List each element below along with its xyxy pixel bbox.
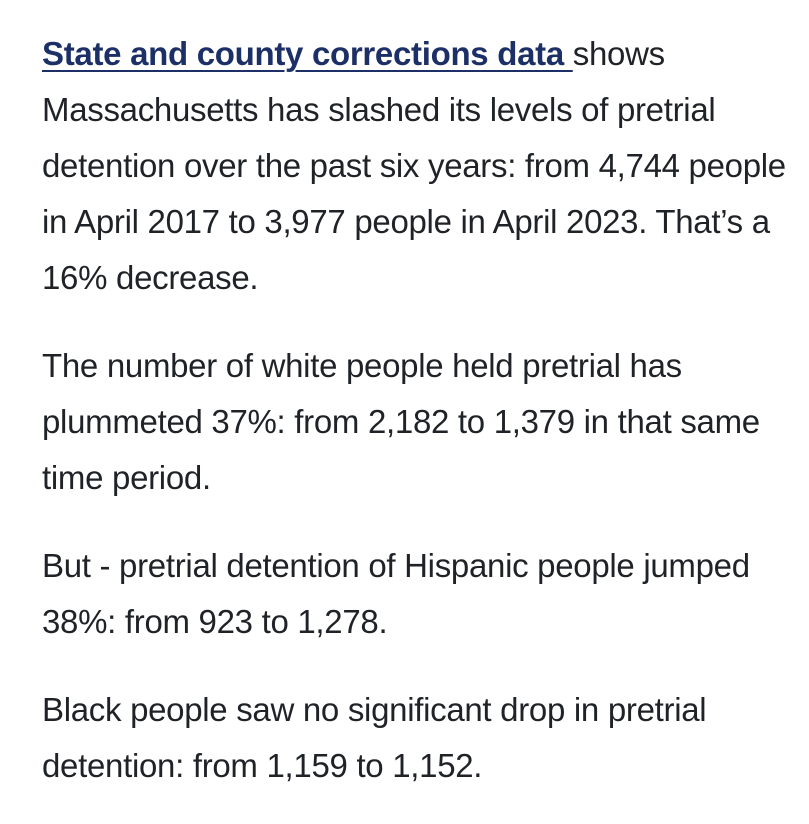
paragraph-white-pretrial: The number of white people held pretrial… — [42, 338, 787, 506]
paragraph-black-pretrial: Black people saw no significant drop in … — [42, 682, 787, 794]
corrections-data-link[interactable]: State and county corrections data — [42, 35, 573, 72]
paragraph-corrections-data: State and county corrections data shows … — [42, 26, 787, 306]
paragraph-hispanic-pretrial: But - pretrial detention of Hispanic peo… — [42, 538, 787, 650]
paragraph-text: shows Massachusetts has slashed its leve… — [42, 35, 786, 296]
paragraph-text: But - pretrial detention of Hispanic peo… — [42, 547, 750, 640]
paragraph-text: Black people saw no significant drop in … — [42, 691, 707, 784]
paragraph-text: The number of white people held pretrial… — [42, 347, 760, 496]
article-body: State and county corrections data shows … — [42, 26, 787, 794]
